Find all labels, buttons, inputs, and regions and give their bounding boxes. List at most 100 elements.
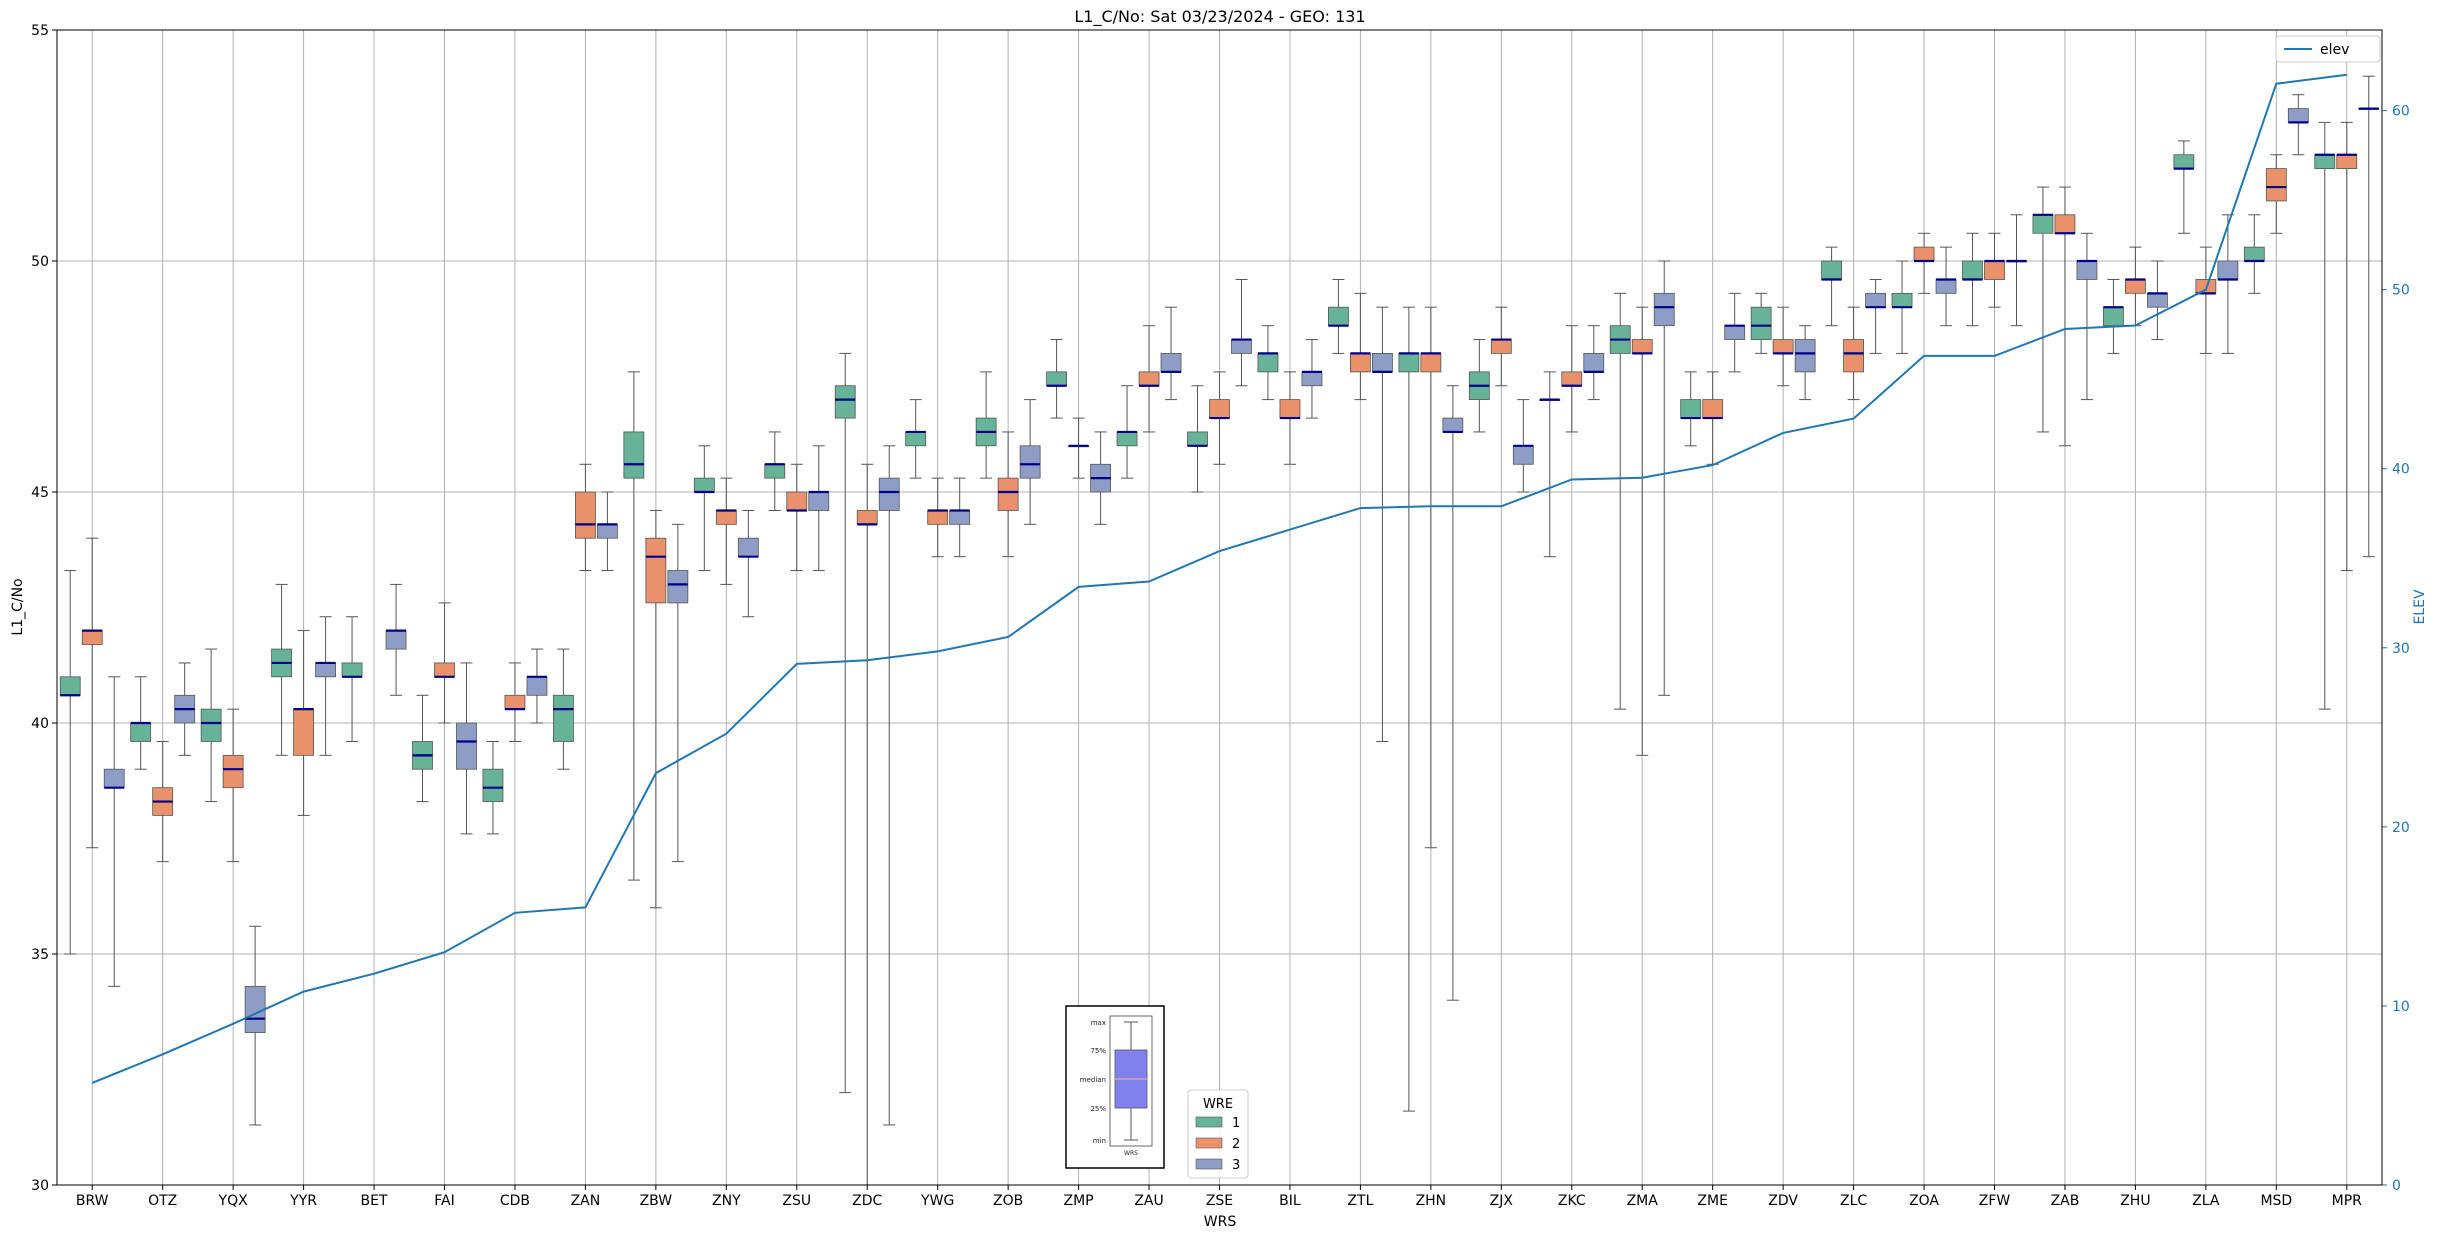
iqr-box xyxy=(2336,154,2358,170)
x-tick-label: ZHU xyxy=(2120,1193,2150,1209)
y2-tick-label: 30 xyxy=(2392,641,2410,657)
y2-axis-label: ELEV xyxy=(2412,589,2428,624)
y-tick-label: 50 xyxy=(31,254,49,270)
box-otz-wre1 xyxy=(130,676,152,770)
box-fai-wre3 xyxy=(456,662,477,835)
box-zma-wre2 xyxy=(1631,306,1653,756)
iqr-box xyxy=(2287,108,2309,123)
iqr-box xyxy=(1398,352,1420,373)
box-zan-wre2 xyxy=(575,463,596,572)
box-msd-wre3 xyxy=(2287,94,2309,156)
x-tick-label: ZAU xyxy=(1134,1193,1163,1209)
iqr-box xyxy=(1279,399,1301,419)
iqr-box xyxy=(1680,399,1702,419)
box-zab-wre3 xyxy=(2076,232,2098,401)
iqr-box xyxy=(997,477,1019,511)
iqr-box xyxy=(315,662,336,678)
wre-legend-swatch-3 xyxy=(1195,1158,1223,1170)
iqr-box xyxy=(1631,339,1653,354)
box-fai-wre1 xyxy=(412,694,433,803)
iqr-box xyxy=(1420,352,1442,373)
iqr-box xyxy=(2314,154,2336,170)
box-zla-wre2 xyxy=(2195,246,2217,354)
box-brw-wre1 xyxy=(59,570,81,955)
box-zny-wre3 xyxy=(737,509,759,618)
iqr-box xyxy=(2032,214,2054,234)
box-zdc-wre2 xyxy=(856,463,878,1185)
x-tick-label: FAI xyxy=(434,1193,454,1209)
iqr-box xyxy=(2217,260,2239,280)
box-yqx-wre3 xyxy=(244,925,266,1126)
iqr-box xyxy=(81,630,103,645)
x-tick-label: ZLA xyxy=(2192,1193,2220,1209)
iqr-box xyxy=(645,537,667,604)
box-bet-wre1 xyxy=(341,616,363,742)
iqr-box xyxy=(130,722,152,742)
y-tick-label: 35 xyxy=(31,947,49,963)
box-bil-wre1 xyxy=(1257,325,1279,401)
y2-tick-label: 10 xyxy=(2392,999,2410,1015)
iqr-box xyxy=(434,662,455,678)
box-zhu-wre2 xyxy=(2125,246,2146,327)
elevation-layer xyxy=(91,73,2347,1084)
x-tick-label: ZNY xyxy=(712,1193,741,1209)
box-zoa-wre2 xyxy=(1913,232,1935,294)
box-zdc-wre1 xyxy=(834,352,856,1094)
x-tick-label: BIL xyxy=(1279,1193,1301,1209)
box-ztl-wre1 xyxy=(1328,278,1349,354)
x-tick-label: ZMA xyxy=(1627,1193,1659,1209)
iqr-box xyxy=(715,510,737,525)
iqr-box xyxy=(1772,339,1794,354)
box-zmp-wre1 xyxy=(1046,339,1067,419)
iqr-box xyxy=(693,477,715,493)
iqr-box xyxy=(341,662,363,678)
iqr-box xyxy=(293,708,314,756)
iqr-box xyxy=(59,676,81,696)
iqr-box xyxy=(1962,260,1983,280)
box-otz-wre3 xyxy=(174,662,196,756)
iqr-box xyxy=(737,537,759,558)
box-zob-wre2 xyxy=(997,431,1019,558)
box-ywg-wre1 xyxy=(905,399,927,479)
iqr-box xyxy=(905,431,927,447)
box-zau-wre2 xyxy=(1138,325,1160,433)
iqr-box xyxy=(878,477,900,511)
iqr-box xyxy=(1372,352,1393,373)
x-tick-label: YYR xyxy=(289,1193,317,1209)
iqr-box xyxy=(1328,306,1349,327)
y-tick-label: 55 xyxy=(31,23,49,39)
x-tick-label: ZSU xyxy=(782,1193,811,1209)
box-ztl-wre3 xyxy=(1372,306,1393,742)
inset-label-q3: 75% xyxy=(1090,1047,1106,1055)
box-zbw-wre3 xyxy=(667,523,689,863)
box-zny-wre1 xyxy=(693,445,715,572)
iqr-box xyxy=(1160,352,1182,373)
box-bil-wre2 xyxy=(1279,371,1301,465)
iqr-box xyxy=(1821,260,1842,280)
iqr-box xyxy=(597,523,618,539)
box-yyr-wre3 xyxy=(315,616,336,756)
x-tick-label: ZHN xyxy=(1416,1193,1447,1209)
box-ztl-wre2 xyxy=(1350,292,1371,401)
iqr-box xyxy=(482,768,504,802)
box-ywg-wre2 xyxy=(927,477,949,558)
box-yqx-wre1 xyxy=(200,648,222,803)
elev-legend-label: elev xyxy=(2320,42,2349,58)
box-zlc-wre1 xyxy=(1821,246,1842,327)
box-zla-wre3 xyxy=(2217,214,2239,354)
box-zbw-wre1 xyxy=(623,371,645,881)
box-bil-wre3 xyxy=(1301,339,1323,419)
iqr-box xyxy=(1442,417,1464,433)
axes-layer: BRW OTZ YQX YYR BET FAI CDB ZAN ZBW ZNY ZSU ZDC YWG Z… xyxy=(31,23,2410,1209)
y2-tick-label: 40 xyxy=(2392,462,2410,478)
boxes-layer xyxy=(59,75,2380,1185)
y2-tick-label: 0 xyxy=(2392,1178,2401,1194)
box-zsu-wre3 xyxy=(808,445,830,572)
box-zfw-wre1 xyxy=(1962,232,1983,327)
x-tick-label: MPR xyxy=(2332,1193,2363,1209)
box-zhn-wre2 xyxy=(1420,306,1442,849)
elev-line xyxy=(91,73,2347,1084)
iqr-box xyxy=(667,570,689,604)
iqr-box xyxy=(1843,339,1864,373)
iqr-box xyxy=(1583,352,1605,373)
